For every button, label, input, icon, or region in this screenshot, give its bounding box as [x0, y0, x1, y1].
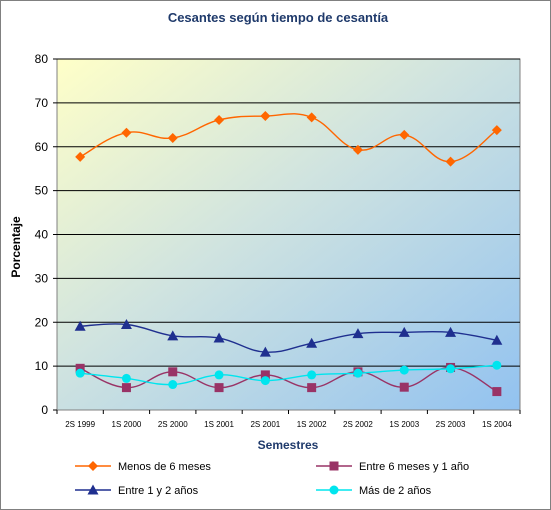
x-tick-label: 2S 2002 — [343, 420, 373, 429]
series-1 — [75, 111, 502, 167]
legend-label: Entre 6 meses y 1 año — [359, 461, 469, 473]
data-point — [399, 129, 410, 140]
x-tick-label: 2S 2003 — [436, 420, 466, 429]
data-point — [213, 332, 225, 343]
data-point — [75, 151, 86, 162]
series-line — [80, 364, 497, 386]
x-tick-label: 1S 2004 — [482, 420, 512, 429]
data-point — [168, 367, 178, 377]
series-line — [80, 323, 497, 353]
data-point — [398, 326, 410, 337]
data-point — [446, 364, 456, 374]
data-point — [306, 337, 318, 348]
data-point — [214, 114, 225, 125]
y-tick-label: 10 — [35, 359, 49, 373]
x-tick-label: 1S 2000 — [112, 420, 142, 429]
legend-item: Entre 1 y 2 años — [75, 484, 199, 497]
x-tick-label: 1S 2001 — [204, 420, 234, 429]
x-tick-label: 1S 2002 — [297, 420, 327, 429]
legend: Menos de 6 meses Entre 6 meses y 1 año Ent… — [75, 461, 469, 497]
legend-item: Más de 2 años — [316, 485, 432, 497]
data-point — [491, 125, 502, 136]
series-line — [79, 366, 498, 393]
legend-item: Entre 6 meses y 1 año — [316, 461, 469, 473]
legend-label: Menos de 6 meses — [118, 461, 211, 473]
y-tick-label: 80 — [35, 52, 49, 66]
series-line — [79, 113, 498, 163]
data-point — [260, 111, 271, 122]
y-tick-label: 30 — [35, 271, 49, 285]
data-point — [260, 376, 270, 386]
data-point — [492, 387, 502, 397]
data-point — [399, 382, 409, 392]
y-tick-label: 60 — [35, 140, 49, 154]
data-point — [352, 144, 363, 155]
legend-label: Más de 2 años — [359, 485, 432, 497]
data-point — [399, 365, 409, 375]
x-tick-label: 2S 1999 — [65, 420, 95, 429]
data-point — [74, 320, 86, 331]
data-point — [445, 156, 456, 167]
legend-marker — [329, 485, 339, 495]
y-tick-label: 0 — [41, 403, 48, 417]
data-point — [307, 383, 317, 393]
legend-marker — [329, 461, 339, 471]
x-tick-label: 1S 2003 — [389, 420, 419, 429]
data-point — [167, 330, 179, 341]
legend-label: Entre 1 y 2 años — [118, 485, 199, 497]
data-point — [306, 112, 317, 123]
data-point — [214, 383, 224, 393]
data-point — [121, 373, 131, 383]
y-tick-label: 70 — [35, 96, 49, 110]
chart-title: Cesantes según tiempo de cesantía — [168, 10, 389, 25]
y-tick-label: 40 — [35, 228, 49, 242]
series-layer — [74, 111, 503, 397]
data-point — [121, 127, 132, 138]
data-point — [307, 370, 317, 380]
data-point — [75, 363, 85, 373]
data-point — [260, 370, 270, 380]
data-point — [121, 383, 131, 393]
legend-marker — [87, 484, 99, 495]
data-point — [167, 132, 178, 143]
gridlines — [53, 58, 521, 414]
y-tick-label: 20 — [35, 315, 49, 329]
data-point — [492, 360, 502, 370]
data-point — [445, 326, 457, 337]
series-4 — [75, 360, 502, 390]
y-axis-title: Porcentaje — [9, 216, 23, 278]
data-point — [259, 346, 271, 357]
data-point — [75, 368, 85, 378]
data-point — [168, 380, 178, 390]
legend-item: Menos de 6 meses — [75, 461, 211, 473]
data-point — [491, 334, 503, 345]
x-tick-label: 2S 2000 — [158, 420, 188, 429]
x-axis-ticks: 2S 1999 1S 2000 2S 2000 1S 2001 2S 2001 1S 20… — [65, 420, 512, 429]
y-tick-label: 50 — [35, 184, 49, 198]
x-axis-title: Semestres — [258, 438, 319, 452]
data-point — [353, 368, 363, 378]
data-point — [120, 318, 132, 329]
series-3 — [74, 318, 503, 357]
data-point — [352, 328, 364, 339]
data-point — [214, 370, 224, 380]
y-axis-ticks: 0 10 20 30 40 50 60 70 80 — [35, 52, 49, 417]
x-tick-label: 2S 2001 — [250, 420, 280, 429]
legend-marker — [88, 461, 98, 471]
